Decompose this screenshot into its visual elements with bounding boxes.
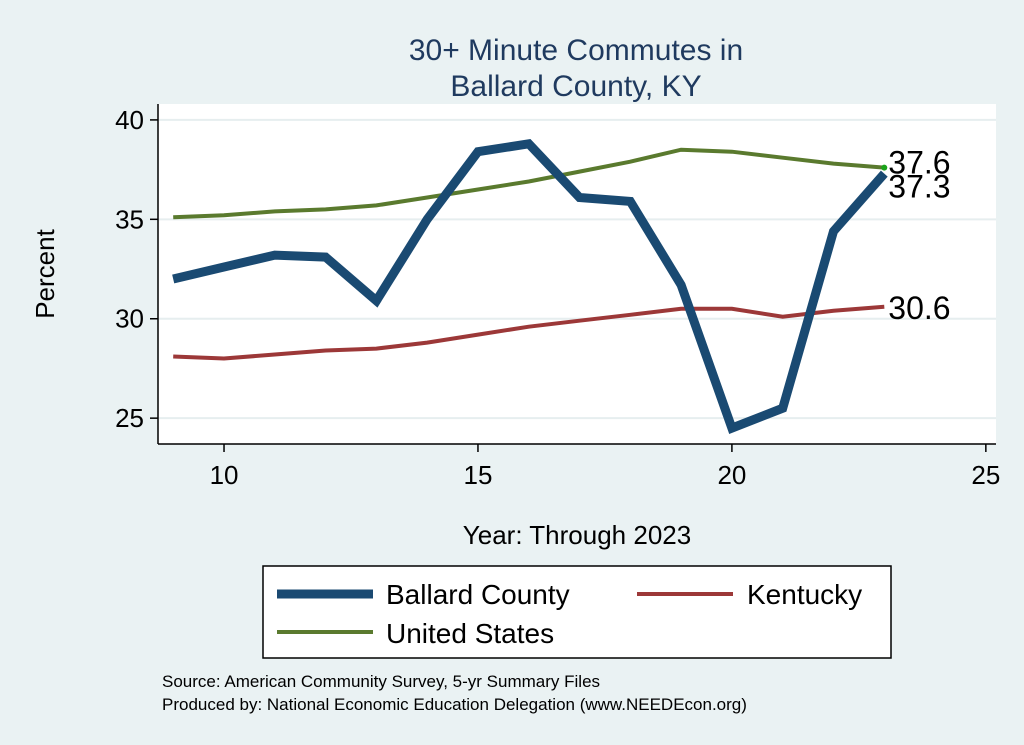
y-tick-label: 35 (115, 204, 144, 234)
series-line-united-states (173, 147, 885, 220)
legend-label-ballard: Ballard County (386, 579, 570, 610)
x-axis-title: Year: Through 2023 (463, 520, 691, 550)
axes (157, 104, 996, 445)
legend: Ballard County Kentucky United States (262, 565, 892, 659)
grid-lines (158, 118, 996, 420)
y-axis-title: Percent (30, 228, 60, 318)
plot-area (158, 104, 996, 444)
legend-box (262, 565, 892, 659)
chart-title-line-1: 30+ Minute Commutes in (409, 34, 743, 67)
series-line-ballard-county (172, 138, 888, 434)
y-tick-label: 40 (115, 105, 144, 135)
y-tick-label: 30 (115, 304, 144, 334)
series-line-kentucky (173, 304, 885, 361)
x-tick-label: 20 (717, 460, 746, 490)
x-tick-label: 10 (210, 460, 239, 490)
series-lines (172, 138, 888, 434)
end-label-united-states: 37.6 (888, 145, 950, 181)
axis-ticks: 25 30 35 40 10 15 20 25 (115, 105, 1000, 490)
source-note: Source: American Community Survey, 5-yr … (162, 672, 600, 691)
end-marker-united-states (881, 164, 888, 171)
end-labels: 37.3 30.6 37.6 (881, 145, 951, 326)
y-tick-label: 25 (115, 403, 144, 433)
chart-title-line-2: Ballard County, KY (450, 70, 701, 103)
end-label-ballard-county: 37.3 (888, 169, 950, 205)
x-tick-label: 25 (971, 460, 1000, 490)
legend-label-us: United States (386, 618, 554, 649)
legend-label-kentucky: Kentucky (747, 579, 862, 610)
end-label-kentucky: 30.6 (888, 290, 950, 326)
x-tick-label: 15 (464, 460, 493, 490)
produced-by-note: Produced by: National Economic Education… (162, 695, 747, 714)
